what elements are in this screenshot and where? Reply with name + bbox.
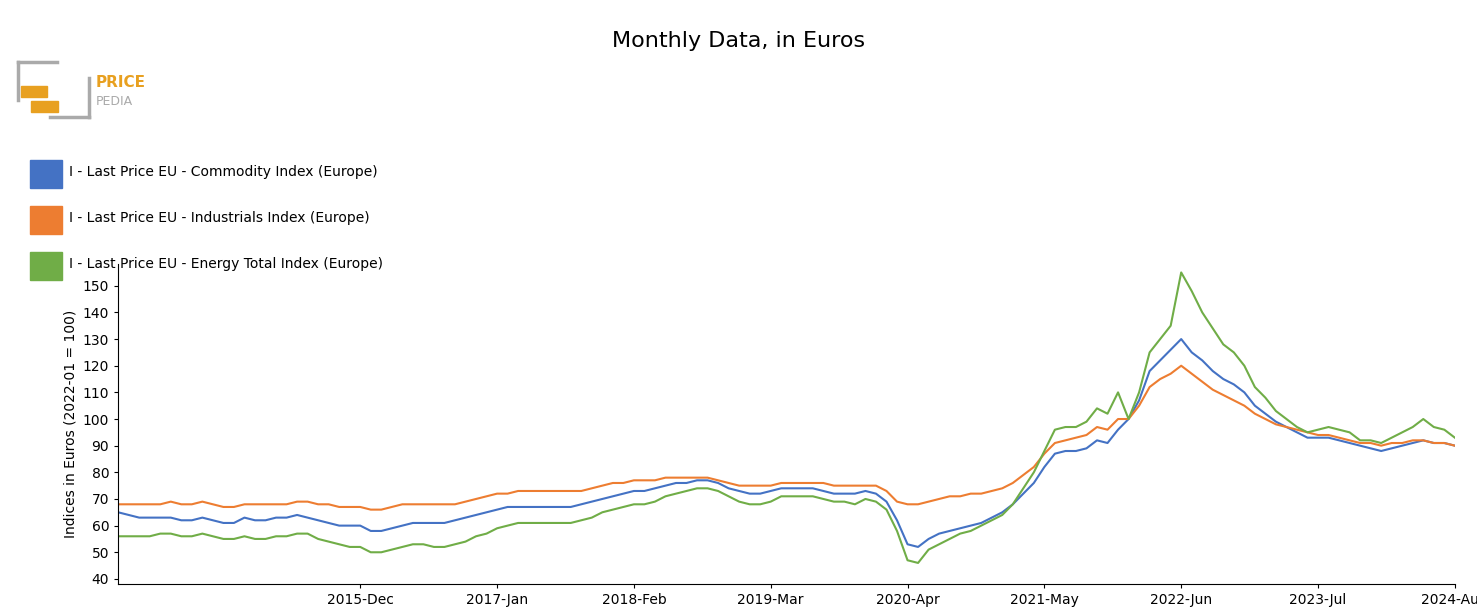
Text: I - Last Price EU - Energy Total Index (Europe): I - Last Price EU - Energy Total Index (… — [69, 258, 384, 271]
Y-axis label: Indices in Euros (2022-01 = 100): Indices in Euros (2022-01 = 100) — [64, 310, 77, 539]
Text: I - Last Price EU - Commodity Index (Europe): I - Last Price EU - Commodity Index (Eur… — [69, 165, 378, 179]
Text: I - Last Price EU - Industrials Index (Europe): I - Last Price EU - Industrials Index (E… — [69, 212, 371, 225]
Text: Monthly Data, in Euros: Monthly Data, in Euros — [611, 31, 866, 51]
Text: PRICE: PRICE — [96, 75, 146, 90]
Text: PEDIA: PEDIA — [96, 95, 133, 108]
